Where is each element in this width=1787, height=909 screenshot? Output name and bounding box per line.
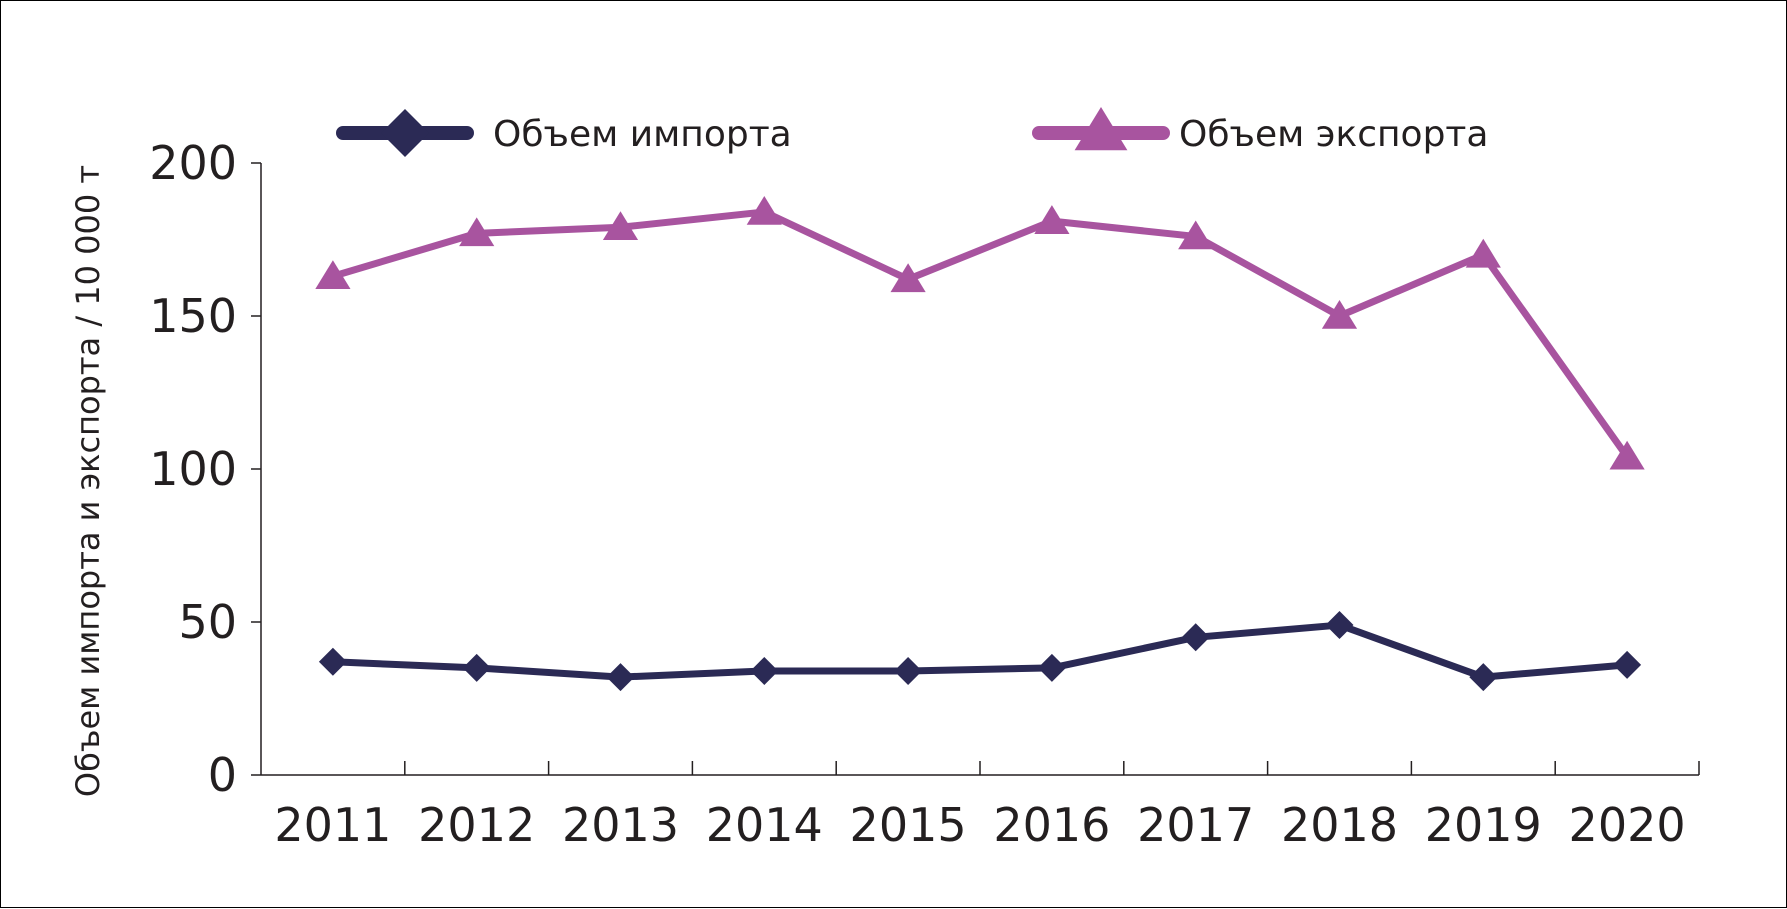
x-tick-label: 2018 [1281,798,1398,852]
data-point-triangle [1465,238,1501,268]
data-point-diamond [1613,650,1642,679]
series-line [332,621,1628,681]
legend-marker-diamond [381,109,429,157]
legend-item: Объем экспорта [1032,107,1488,155]
data-point-diamond [606,663,635,692]
data-point-diamond [1181,623,1210,652]
x-tick-label: 2020 [1569,798,1686,852]
x-tick-label: 2014 [706,798,823,852]
y-tick-label: 150 [149,289,237,343]
data-point-diamond [318,647,347,676]
series-export [315,195,1645,470]
data-point-triangle [315,260,351,290]
data-point-diamond [1469,663,1498,692]
data-point-triangle [1178,220,1214,250]
legend-item: Объем импорта [336,109,792,157]
data-point-triangle [1609,440,1645,470]
x-tick-label: 2016 [993,798,1110,852]
y-tick-labels: 0 50 100 150 200 [149,136,237,802]
x-tick-label: 2013 [562,798,679,852]
x-tick-label: 2011 [274,798,391,852]
data-point-triangle [746,195,782,225]
data-point-diamond [750,656,779,685]
y-tick-label: 200 [149,136,237,190]
y-tick-label: 0 [208,748,237,802]
data-point-triangle [602,211,639,241]
y-axis-title: Объем импорта и экспорта / 10 000 т [69,165,107,797]
axes [251,162,1700,776]
legend-marker-triangle [1074,107,1128,151]
series-line [331,208,1630,459]
legend-label: Объем экспорта [1179,114,1488,155]
legend: Объем импорта Объем экспорта [336,107,1488,157]
y-tick-label: 100 [149,442,237,496]
x-tick-label: 2017 [1137,798,1254,852]
data-point-triangle [459,217,495,247]
data-point-triangle [890,263,926,293]
data-point-diamond [1325,611,1354,640]
data-point-triangle [1321,300,1358,329]
data-point-diamond [462,653,491,682]
series-group [315,195,1645,692]
y-tick-label: 50 [178,595,237,649]
x-tick-label: 2015 [850,798,967,852]
x-tick-labels: 2011 2012 2013 2014 2015 2016 2017 2018 2019 2020 [274,798,1685,852]
legend-label: Объем импорта [493,114,792,155]
data-point-triangle [1034,205,1070,234]
data-point-diamond [1037,653,1066,682]
x-tick-label: 2012 [418,798,535,852]
x-tick-label: 2019 [1425,798,1542,852]
series-import [318,611,1642,692]
data-point-diamond [894,656,923,685]
